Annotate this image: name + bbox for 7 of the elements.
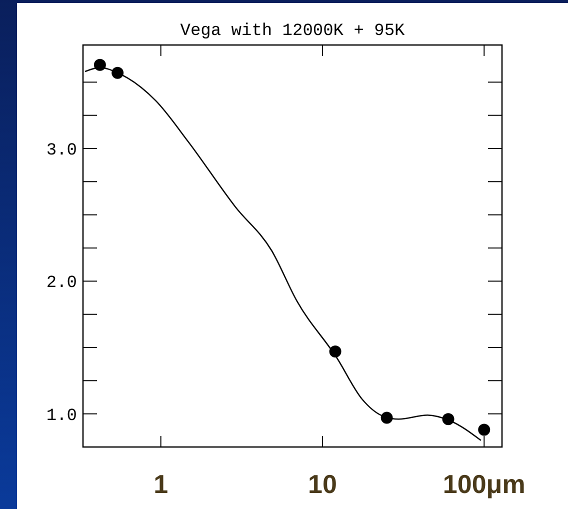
y-tick-label: 3.0 — [46, 141, 77, 160]
y-tick-label: 2.0 — [46, 274, 77, 294]
chart-title: Vega with 12000K + 95K — [180, 22, 406, 41]
y-tick-label: 1.0 — [46, 406, 77, 426]
x-tick-label: 100μm — [442, 469, 526, 499]
x-tick-label: 1 — [154, 469, 168, 499]
x-tick-label: 10 — [308, 469, 337, 499]
